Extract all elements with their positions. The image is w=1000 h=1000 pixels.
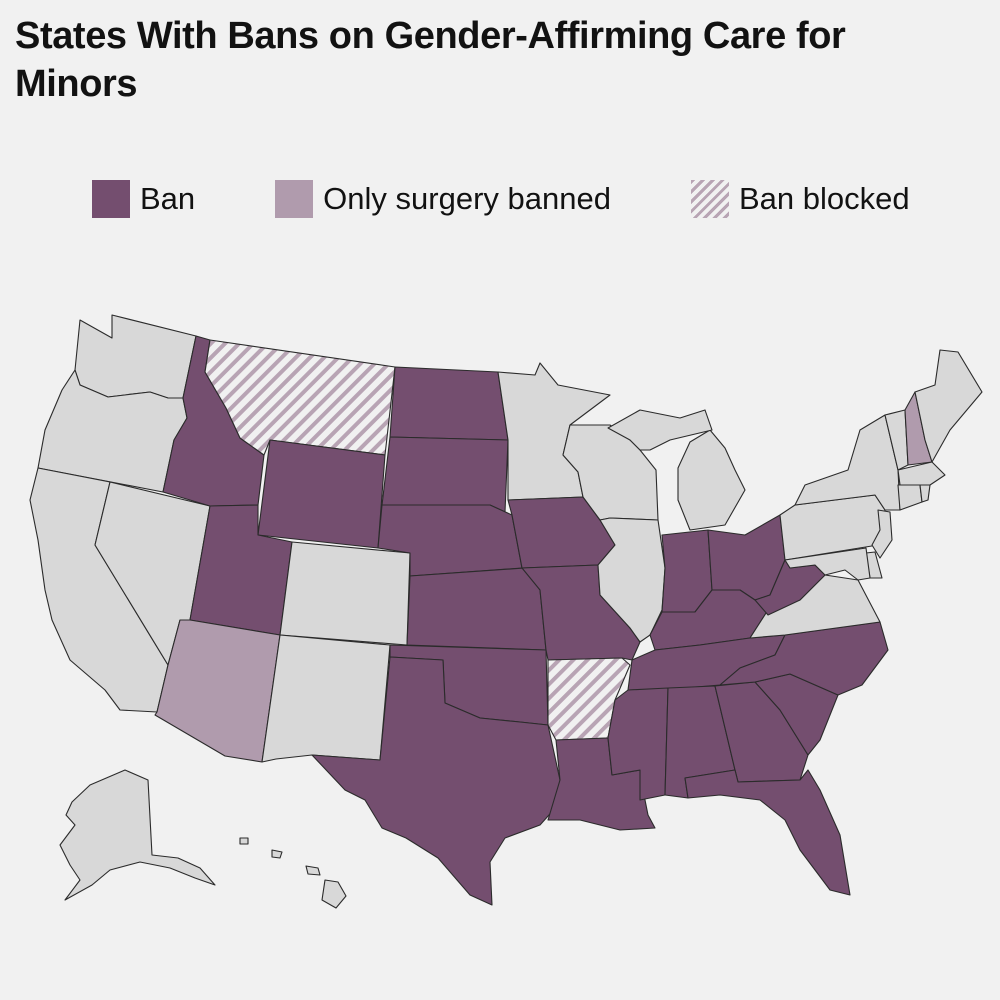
state-massachusetts[interactable]: [897, 461, 946, 486]
legend-item-surgery: Only surgery banned: [275, 178, 611, 220]
state-hawaii-oahu[interactable]: [271, 849, 283, 859]
state-wyoming[interactable]: [257, 439, 386, 549]
legend-label-ban: Ban: [140, 181, 196, 216]
state-north-dakota[interactable]: [389, 366, 509, 441]
legend-item-blocked: Ban blocked: [690, 178, 910, 220]
state-maryland[interactable]: [784, 547, 871, 581]
legend-label-surgery: Only surgery banned: [323, 181, 611, 216]
state-michigan-upper-peninsula[interactable]: [607, 409, 713, 451]
state-new-york[interactable]: [794, 414, 901, 511]
state-north-carolina[interactable]: [719, 621, 889, 696]
state-rhode-island[interactable]: [919, 484, 931, 503]
state-new-jersey[interactable]: [871, 509, 893, 559]
state-connecticut[interactable]: [897, 484, 923, 511]
state-hawaii-big-island[interactable]: [321, 879, 347, 909]
state-washington[interactable]: [74, 314, 197, 399]
state-maine[interactable]: [914, 349, 983, 463]
state-michigan[interactable]: [677, 429, 746, 531]
legend-swatch-surgery: [275, 180, 314, 218]
state-montana[interactable]: [204, 339, 396, 456]
state-florida[interactable]: [684, 769, 851, 896]
legend-swatch-blocked: [690, 180, 729, 218]
state-hawaii-maui[interactable]: [305, 865, 321, 876]
map-title: States With Bans on Gender-Affirming Car…: [15, 15, 846, 105]
state-kansas[interactable]: [406, 567, 547, 651]
legend-label-blocked: Ban blocked: [738, 181, 910, 216]
state-hawaii-kauai[interactable]: [239, 837, 249, 845]
state-colorado[interactable]: [279, 541, 411, 646]
state-alaska[interactable]: [59, 769, 216, 901]
legend: Ban Only surgery banned Ban blocked: [92, 178, 910, 220]
state-new-mexico[interactable]: [261, 634, 391, 763]
state-south-dakota[interactable]: [381, 436, 509, 513]
state-texas[interactable]: [311, 656, 561, 906]
legend-item-ban: Ban: [92, 178, 195, 220]
legend-swatch-ban: [92, 180, 130, 218]
